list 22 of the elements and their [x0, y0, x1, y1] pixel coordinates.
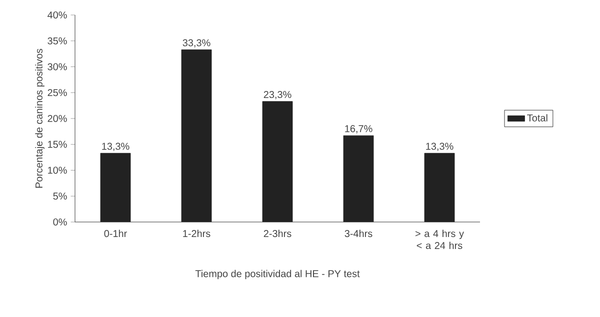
- y-axis-title: Porcentaje de caninos positivos: [35, 48, 44, 188]
- x-axis-title: Tiempo de positividad al HE - PY test: [195, 270, 360, 280]
- y-tick-label: 35%: [48, 37, 67, 44]
- y-tick-label: 5%: [53, 192, 67, 200]
- y-tick-label: 25%: [48, 89, 67, 96]
- y-tick-label: 10%: [48, 166, 67, 174]
- y-tick-label: 20%: [48, 114, 67, 122]
- data-label: 16,7%: [345, 125, 372, 134]
- y-tick-label: 15%: [48, 140, 67, 148]
- x-tick-label: 1-2hrs: [183, 230, 210, 238]
- y-tick-label: 0%: [53, 218, 67, 226]
- data-label: 33,3%: [182, 39, 210, 48]
- y-tick-label: 30%: [48, 63, 67, 70]
- legend-label: Total: [527, 114, 548, 122]
- y-tick-label: 40%: [48, 11, 67, 19]
- data-label: 23,3%: [264, 90, 292, 100]
- x-tick-label: 2-3hrs: [264, 230, 292, 238]
- data-label: 13,3%: [426, 142, 454, 151]
- x-tick-label: 0-1hr: [104, 230, 127, 238]
- x-tick-label: > a 4 hrs y < a 24 hrs: [415, 230, 464, 250]
- data-label: 13,3%: [102, 142, 130, 151]
- x-tick-label: 3-4hrs: [344, 230, 372, 238]
